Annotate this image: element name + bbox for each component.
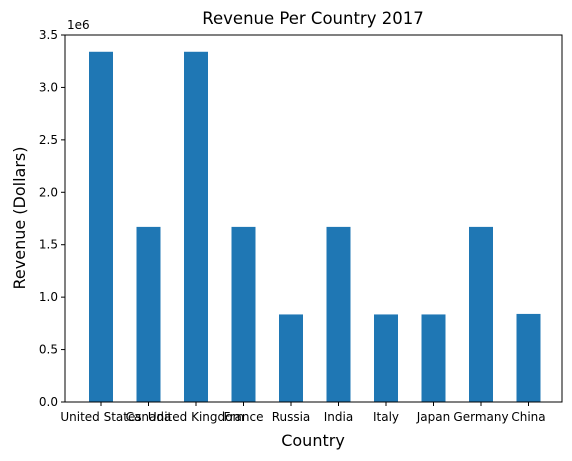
bar-united-states (89, 51, 113, 403)
bar-france (231, 226, 256, 402)
y-tick-label: 1.5 (39, 238, 58, 252)
chart-title: Revenue Per Country 2017 (202, 9, 423, 28)
y-tick-label: 3.5 (39, 28, 58, 42)
x-tick-label: Germany (453, 410, 508, 424)
x-tick-label: France (224, 410, 264, 424)
y-axis-ticks: 0.0 0.5 1.0 1.5 2.0 2.5 3.0 3.5 (39, 28, 65, 409)
y-tick-label: 3.0 (39, 80, 58, 94)
x-tick-label: Canada (126, 410, 172, 424)
x-axis-label: Country (281, 431, 345, 450)
bar-russia (279, 314, 303, 402)
y-axis-label: Revenue (Dollars) (10, 147, 29, 290)
x-tick-label: China (511, 410, 545, 424)
plot-frame (64, 34, 563, 403)
y-axis-offset-label: 1e6 (67, 18, 90, 32)
y-tick-label: 2.0 (39, 185, 58, 199)
y-tick-label: 0.5 (39, 343, 58, 357)
bar-germany (469, 226, 493, 402)
x-tick-label: India (324, 410, 353, 424)
y-tick-label: 1.0 (39, 290, 58, 304)
y-tick-label: 0.0 (39, 395, 58, 409)
bar-china (516, 313, 541, 402)
x-tick-label: United States (60, 410, 141, 424)
bar-italy (374, 314, 398, 402)
x-tick-label: Japan (416, 410, 450, 424)
x-tick-label: Russia (272, 410, 311, 424)
x-tick-label: Italy (373, 410, 399, 424)
x-tick-label: United Kingdom (148, 410, 244, 424)
bar-canada (136, 226, 161, 402)
bar-united-kingdom (184, 51, 208, 403)
y-tick-label: 2.5 (39, 133, 58, 147)
bars (89, 51, 541, 403)
bar-india (326, 226, 351, 402)
bar-japan (421, 314, 446, 402)
